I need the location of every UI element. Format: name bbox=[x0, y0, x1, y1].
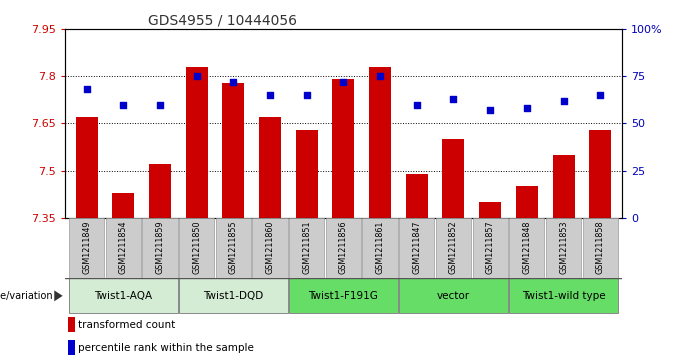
Text: GSM1211855: GSM1211855 bbox=[229, 220, 238, 274]
Point bbox=[375, 73, 386, 79]
Text: GSM1211848: GSM1211848 bbox=[522, 220, 531, 274]
Point bbox=[191, 73, 202, 79]
Bar bbox=[186, 67, 207, 218]
Text: GSM1211847: GSM1211847 bbox=[412, 220, 422, 274]
Bar bbox=[516, 186, 538, 218]
Bar bbox=[289, 278, 398, 313]
Bar bbox=[68, 340, 75, 355]
Bar bbox=[473, 218, 508, 278]
Text: GSM1211852: GSM1211852 bbox=[449, 220, 458, 274]
Point bbox=[154, 102, 165, 107]
Point bbox=[448, 96, 459, 102]
Bar bbox=[479, 202, 501, 218]
Point bbox=[81, 86, 92, 92]
Point bbox=[118, 102, 129, 107]
Bar bbox=[509, 278, 618, 313]
Text: GSM1211858: GSM1211858 bbox=[596, 220, 605, 274]
Text: GSM1211854: GSM1211854 bbox=[119, 220, 128, 274]
Text: Twist1-F191G: Twist1-F191G bbox=[309, 291, 378, 301]
Bar bbox=[369, 67, 391, 218]
Text: percentile rank within the sample: percentile rank within the sample bbox=[78, 343, 254, 353]
Text: genotype/variation: genotype/variation bbox=[0, 291, 53, 301]
Point bbox=[595, 92, 606, 98]
Text: GSM1211856: GSM1211856 bbox=[339, 220, 348, 274]
Bar bbox=[216, 218, 251, 278]
Bar bbox=[149, 164, 171, 218]
Bar bbox=[289, 218, 324, 278]
Bar bbox=[142, 218, 177, 278]
Text: Twist1-AQA: Twist1-AQA bbox=[95, 291, 152, 301]
Point bbox=[265, 92, 275, 98]
Bar bbox=[296, 130, 318, 218]
Bar bbox=[69, 278, 177, 313]
Bar bbox=[179, 278, 288, 313]
Text: GSM1211850: GSM1211850 bbox=[192, 220, 201, 274]
Bar bbox=[589, 130, 611, 218]
Point bbox=[558, 98, 569, 104]
Bar bbox=[552, 155, 575, 218]
Bar bbox=[259, 117, 281, 218]
Point bbox=[411, 102, 422, 107]
Bar bbox=[222, 82, 244, 218]
Point bbox=[301, 92, 312, 98]
Text: vector: vector bbox=[437, 291, 470, 301]
Text: GSM1211860: GSM1211860 bbox=[265, 220, 275, 274]
Bar bbox=[362, 218, 398, 278]
Text: transformed count: transformed count bbox=[78, 320, 175, 330]
Text: GSM1211857: GSM1211857 bbox=[486, 220, 494, 274]
Text: GSM1211849: GSM1211849 bbox=[82, 220, 91, 274]
Bar bbox=[583, 218, 618, 278]
Bar bbox=[406, 174, 428, 218]
Bar bbox=[333, 79, 354, 218]
Bar bbox=[399, 278, 508, 313]
Text: Twist1-DQD: Twist1-DQD bbox=[203, 291, 263, 301]
Text: GSM1211853: GSM1211853 bbox=[559, 220, 568, 274]
Point bbox=[522, 105, 532, 111]
Bar bbox=[112, 193, 134, 218]
Polygon shape bbox=[54, 290, 63, 301]
Bar bbox=[443, 139, 464, 218]
Point bbox=[485, 107, 496, 113]
Text: Twist1-wild type: Twist1-wild type bbox=[522, 291, 605, 301]
Bar bbox=[436, 218, 471, 278]
Bar bbox=[399, 218, 435, 278]
Text: GDS4955 / 10444056: GDS4955 / 10444056 bbox=[148, 14, 297, 28]
Bar bbox=[509, 218, 545, 278]
Bar bbox=[75, 117, 98, 218]
Point bbox=[228, 79, 239, 85]
Bar bbox=[179, 218, 214, 278]
Point bbox=[338, 79, 349, 85]
Bar bbox=[326, 218, 361, 278]
Text: GSM1211859: GSM1211859 bbox=[156, 220, 165, 274]
Bar bbox=[69, 218, 104, 278]
Bar bbox=[105, 218, 141, 278]
Text: GSM1211861: GSM1211861 bbox=[375, 220, 385, 274]
Text: GSM1211851: GSM1211851 bbox=[302, 220, 311, 274]
Bar bbox=[68, 317, 75, 332]
Bar bbox=[546, 218, 581, 278]
Bar bbox=[252, 218, 288, 278]
